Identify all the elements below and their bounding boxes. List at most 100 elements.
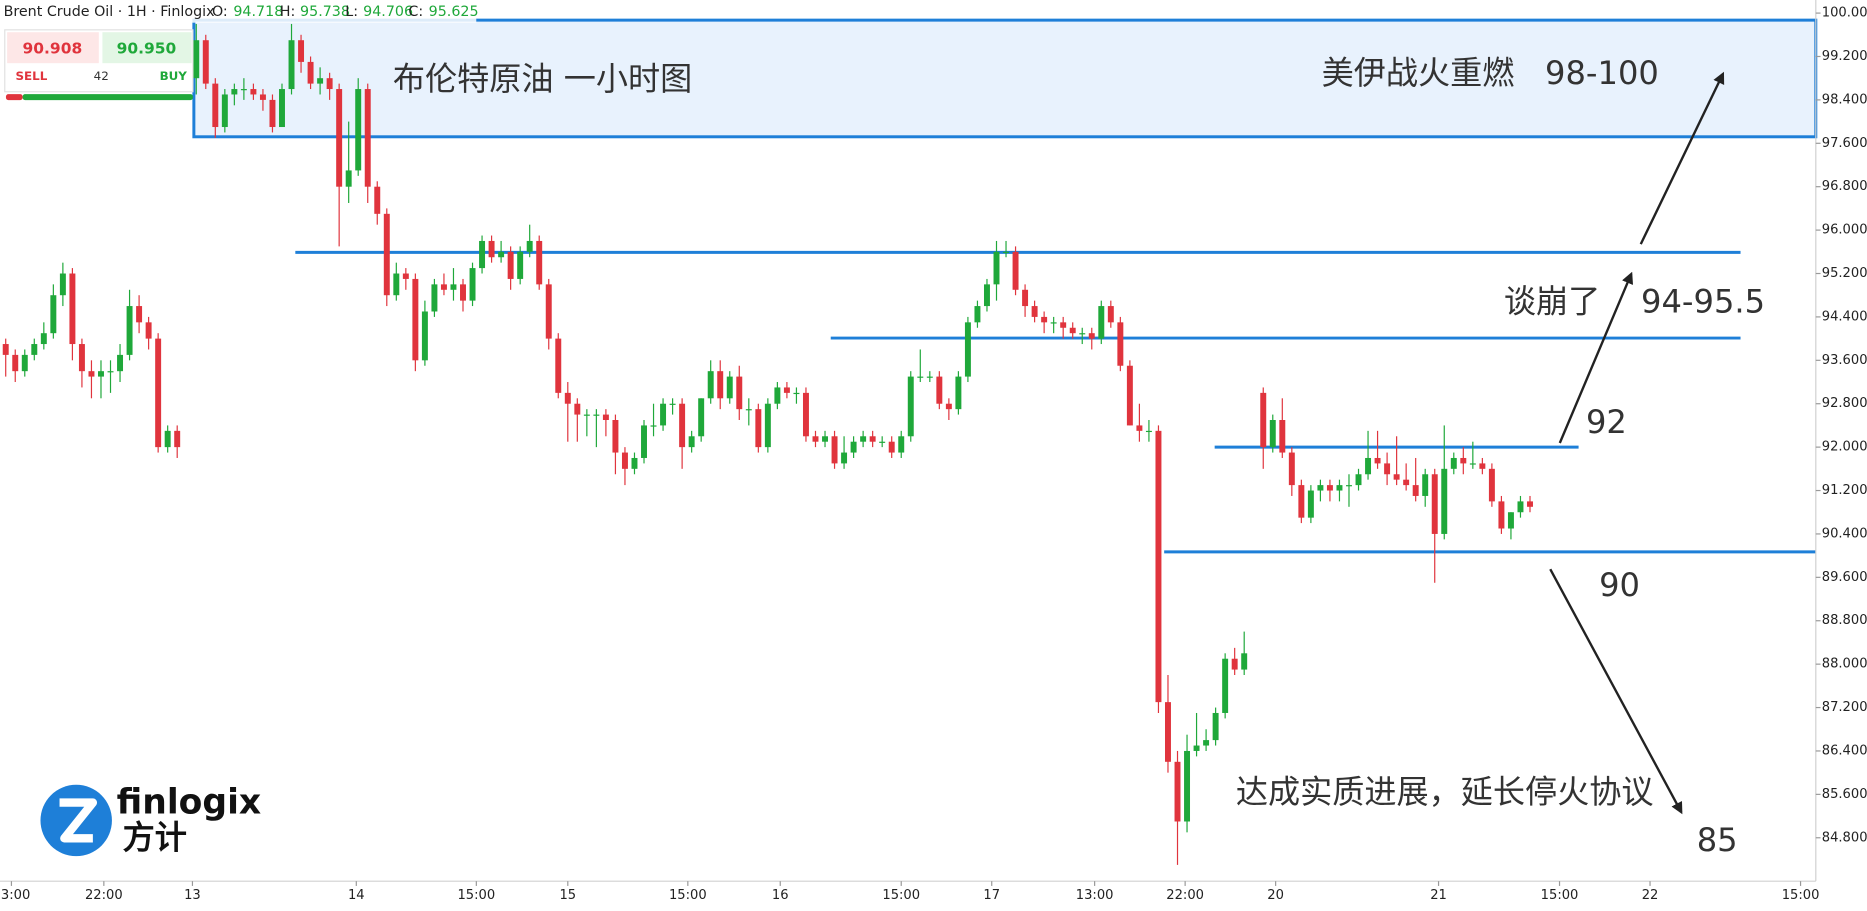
candle-body	[1174, 761, 1181, 822]
ohlc-label: C:	[408, 4, 423, 20]
candle-body	[898, 436, 905, 453]
candle-body	[602, 414, 609, 420]
buy-price: 90.950	[117, 39, 177, 57]
candle-body	[307, 61, 314, 84]
y-tick-label: 95.200	[1822, 266, 1867, 281]
candle-body	[1041, 316, 1048, 323]
y-tick-label: 90.400	[1822, 526, 1867, 541]
candle-body	[279, 89, 285, 128]
y-tick-label: 93.600	[1822, 353, 1867, 368]
candle-body	[393, 273, 400, 296]
spread: 42	[94, 69, 109, 83]
x-tick-label: 22	[1642, 888, 1659, 903]
candle-body	[936, 376, 943, 404]
candle-body	[964, 322, 971, 377]
candle-body	[145, 322, 152, 339]
candle-body	[193, 40, 200, 79]
candle-body	[136, 306, 143, 323]
ratio-bar-sell	[5, 94, 23, 101]
x-tick-label: 15:00	[1541, 888, 1579, 903]
candle-body	[488, 240, 495, 258]
candle-body	[1488, 468, 1495, 502]
y-tick-label: 96.800	[1822, 179, 1867, 194]
buy-label[interactable]: BUY	[160, 69, 188, 83]
candle-body	[612, 419, 619, 453]
chart-title: 布伦特原油 一小时图	[393, 60, 692, 98]
candle-body	[440, 284, 447, 290]
candle-body	[1145, 430, 1152, 433]
candle-body	[783, 387, 790, 393]
candle-body	[383, 213, 390, 296]
candle-body	[164, 430, 171, 448]
candle-body	[231, 89, 238, 95]
candle-body	[450, 284, 457, 290]
candle-body	[1469, 463, 1476, 465]
header: Brent Crude Oil · 1H · Finlogix O: 94.71…	[0, 0, 479, 23]
candle-body	[1088, 333, 1095, 339]
x-tick-label: 13	[184, 888, 201, 903]
candle-body	[1279, 419, 1286, 453]
x-tick-label: 16	[772, 888, 789, 903]
candle-body	[802, 392, 809, 437]
ohlc-label: H:	[280, 4, 296, 20]
candle-body	[1307, 490, 1314, 518]
candle-body	[117, 354, 124, 372]
candle-body	[412, 278, 419, 361]
candle-body	[707, 371, 714, 399]
candle-body	[107, 371, 114, 373]
candle-body	[1126, 365, 1133, 426]
buy-box[interactable]	[102, 32, 192, 64]
candle-body	[2, 344, 9, 355]
candle-body	[1212, 712, 1219, 741]
candle-body	[869, 436, 876, 442]
candle-body	[240, 89, 247, 91]
annotation: 达成实质进展，延长停火协议	[1236, 773, 1654, 811]
candle-body	[955, 376, 962, 410]
candle-body	[364, 89, 371, 187]
candle-body	[564, 392, 571, 404]
candle-body	[31, 344, 38, 355]
candle-body	[993, 251, 1000, 285]
candle-body	[507, 251, 514, 279]
candle-body	[974, 306, 981, 323]
candle-body	[78, 344, 85, 372]
candle-body	[98, 371, 104, 377]
logo-z	[59, 798, 98, 843]
candle-body	[1003, 251, 1010, 253]
candle-body	[269, 99, 276, 128]
symbol: Brent Crude Oil · 1H · Finlogix	[4, 4, 215, 20]
x-tick-label: 14	[348, 888, 365, 903]
sell-box[interactable]	[7, 32, 99, 64]
candle-body	[669, 403, 676, 405]
candle-body	[631, 457, 638, 469]
candle-body	[12, 354, 19, 372]
ohlc-value: 95.738	[300, 4, 350, 20]
candle-body	[40, 333, 47, 345]
candle-body	[1203, 740, 1210, 746]
y-tick-label: 100.000	[1822, 6, 1867, 21]
candle-body	[1374, 457, 1381, 464]
candle-body	[641, 425, 647, 458]
candle-body	[593, 414, 600, 416]
candle-body	[945, 403, 952, 410]
candle-body	[21, 354, 28, 372]
candle-body	[860, 436, 867, 442]
candle-body	[888, 441, 895, 453]
candle-body	[726, 376, 733, 399]
y-tick-label: 94.400	[1822, 309, 1867, 324]
x-tick-label: 15:00	[882, 888, 920, 903]
sell-price: 90.908	[23, 39, 83, 57]
x-tick-label: 15:00	[669, 888, 707, 903]
y-tick-label: 89.600	[1822, 570, 1867, 585]
candle-body	[155, 338, 162, 448]
candle-body	[1288, 452, 1295, 486]
y-tick-label: 92.000	[1822, 440, 1867, 455]
logo-brand: finlogix	[117, 782, 262, 822]
candle-body	[402, 273, 409, 279]
sell-label[interactable]: SELL	[15, 69, 47, 83]
candle-body	[1012, 251, 1019, 290]
candle-body	[469, 268, 476, 301]
candle-body	[1260, 392, 1267, 448]
